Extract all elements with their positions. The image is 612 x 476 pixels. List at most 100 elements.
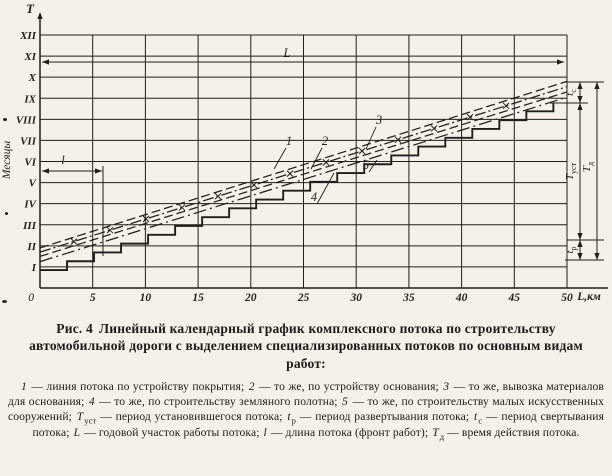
x-mark-icon [394, 136, 402, 144]
y-tick-label: X [28, 72, 37, 84]
x-tick-label: 45 [508, 292, 521, 304]
x-mark-icon [70, 238, 78, 245]
legend-part: — время действия потока. [444, 425, 580, 439]
leader-line [310, 147, 323, 170]
x-mark-icon [286, 170, 294, 177]
dim-arrow-icon [95, 168, 102, 174]
dim-l-label: l [61, 153, 65, 167]
legend-part: t [287, 410, 291, 424]
x-tick-label: 30 [349, 292, 362, 304]
y-tick-label: XII [19, 30, 37, 42]
x-tick-label: 10 [140, 292, 152, 304]
dim-L-label: L [283, 46, 291, 60]
dim-arrow-icon [577, 253, 583, 260]
y-axis-arrow-icon [37, 12, 43, 19]
x-tick-label: 15 [192, 292, 204, 304]
legend-part: l [263, 425, 267, 439]
x-tick-label: 25 [297, 292, 310, 304]
flow-line-2 [39, 86, 568, 253]
flow-line-number-5: 5 [363, 158, 369, 172]
x-tick-label: 50 [561, 292, 573, 304]
legend-part: — то же, по строительству земляного поло… [95, 395, 342, 409]
dim-arrow-icon [577, 240, 583, 247]
legend-part: — то же, по строительству малых искусств… [8, 395, 604, 424]
y-tick-label: II [26, 241, 36, 253]
legend-part: — то же, вывозка материалов для основани… [8, 379, 605, 409]
legend-part: 4 [88, 395, 95, 409]
y-tick-label: VII [20, 135, 37, 147]
legend-part: 3 [443, 379, 450, 393]
legend-part: 1 [21, 379, 27, 393]
leader-line [365, 126, 377, 150]
figure-number: Рис. 4 [56, 321, 93, 336]
dim-label-total: Тд [581, 162, 595, 172]
legend-part: — то же, по устройству основания; [255, 379, 443, 393]
flow-line-number-2: 2 [322, 134, 328, 148]
legend-part: — годовой участок работы потока; [81, 425, 263, 439]
figure-caption-title: Рис. 4 Линейный календарный график компле… [16, 320, 596, 372]
y-tick-label: IX [23, 93, 36, 105]
origin-label: 0 [28, 292, 34, 304]
x-mark-icon [430, 125, 438, 132]
legend-part: — период развертывания потока; [296, 410, 473, 424]
x-tick-label: 5 [90, 292, 96, 304]
flow-line-number-1: 1 [286, 134, 292, 148]
figure-title-text: Линейный календарный график комплексного… [29, 321, 583, 371]
figure-legend: 1 — линия потока по устройству покрытия;… [8, 379, 604, 440]
scan-speckle [5, 212, 8, 215]
scan-speckle [3, 118, 7, 121]
dim-arrow-icon [594, 82, 600, 89]
dim-arrow-icon [577, 82, 583, 89]
legend-part: — период свертывания потока; [32, 410, 605, 439]
x-mark-icon [250, 181, 258, 189]
y-tick-label: VI [24, 157, 36, 169]
y-tick-label: XI [23, 51, 36, 63]
dim-arrow-icon [557, 59, 564, 65]
flow-line-4 [39, 96, 568, 263]
legend-part: — длина потока (фронт работ); [267, 425, 432, 439]
dim-label-tр: tр [564, 246, 578, 253]
x-mark-icon [322, 158, 330, 166]
y-tick-label: IV [23, 199, 37, 211]
dim-arrow-icon [577, 233, 583, 240]
flow-line-3 [39, 91, 568, 257]
flow-line-5-staircase [40, 102, 555, 272]
x-mark-icon [466, 113, 474, 121]
dim-arrow-icon [594, 253, 600, 260]
legend-part: 5 [342, 395, 348, 409]
y-tick-label: VIII [16, 114, 37, 126]
dim-arrow-icon [42, 168, 49, 174]
leader-line [368, 159, 378, 173]
months-axis-title: Месяцы [1, 141, 13, 181]
y-tick-label: I [31, 262, 37, 274]
flow-line-1 [39, 80, 568, 249]
legend-part: t [474, 410, 478, 424]
x-mark-icon [106, 226, 114, 234]
y-tick-label: III [22, 220, 37, 232]
legend-part: с [478, 415, 483, 426]
legend-part: р [291, 415, 296, 426]
x-axis-title: L,км [576, 291, 601, 303]
legend-part: 2 [248, 379, 255, 393]
dim-label-Туст: Туст [564, 162, 578, 180]
scan-speckle [2, 300, 7, 303]
legend-part: д [439, 431, 445, 441]
dim-arrow-icon [577, 103, 583, 110]
x-tick-label: 20 [244, 292, 257, 304]
x-mark-icon [358, 147, 366, 155]
x-mark-icon [178, 204, 186, 211]
x-mark-icon [142, 215, 150, 223]
legend-part: Т [76, 410, 84, 424]
x-mark-icon [214, 192, 222, 200]
legend-part: L [73, 425, 81, 439]
dim-label-tс: tс [564, 89, 578, 96]
legend-part: — период установившегося потока; [96, 410, 287, 424]
legend-part: уст [84, 415, 97, 426]
y-tick-label: V [29, 178, 38, 190]
leader-line [273, 147, 287, 170]
dim-arrow-icon [577, 96, 583, 103]
time-axis-title: T [26, 1, 35, 16]
legend-part: Т [432, 425, 439, 439]
